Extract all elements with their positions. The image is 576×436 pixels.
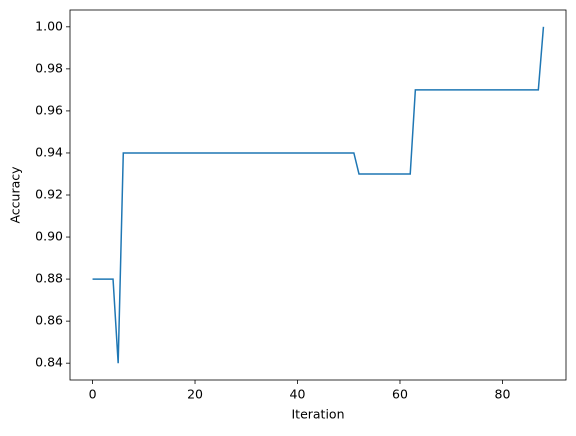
plot-frame <box>69 9 567 381</box>
y-tick-label: 0.98 <box>35 60 63 75</box>
x-tick-label: 40 <box>290 387 306 402</box>
data-line <box>92 26 545 364</box>
y-tick-label: 0.88 <box>35 271 63 286</box>
y-tick-label: 1.00 <box>35 18 63 33</box>
x-tick-label: 80 <box>495 387 511 402</box>
y-tick-label: 0.90 <box>35 229 63 244</box>
y-tick-label: 0.96 <box>35 102 63 117</box>
x-tick-label: 60 <box>392 387 408 402</box>
y-tick-label: 0.84 <box>35 355 63 370</box>
y-tick-label: 0.92 <box>35 187 63 202</box>
y-tick-label: 0.94 <box>35 144 63 159</box>
y-tick-label: 0.86 <box>35 313 63 328</box>
x-tick-label: 20 <box>187 387 203 402</box>
y-axis-label: Accuracy <box>8 166 23 224</box>
x-axis-label: Iteration <box>291 407 344 422</box>
x-tick-label: 0 <box>89 387 97 402</box>
